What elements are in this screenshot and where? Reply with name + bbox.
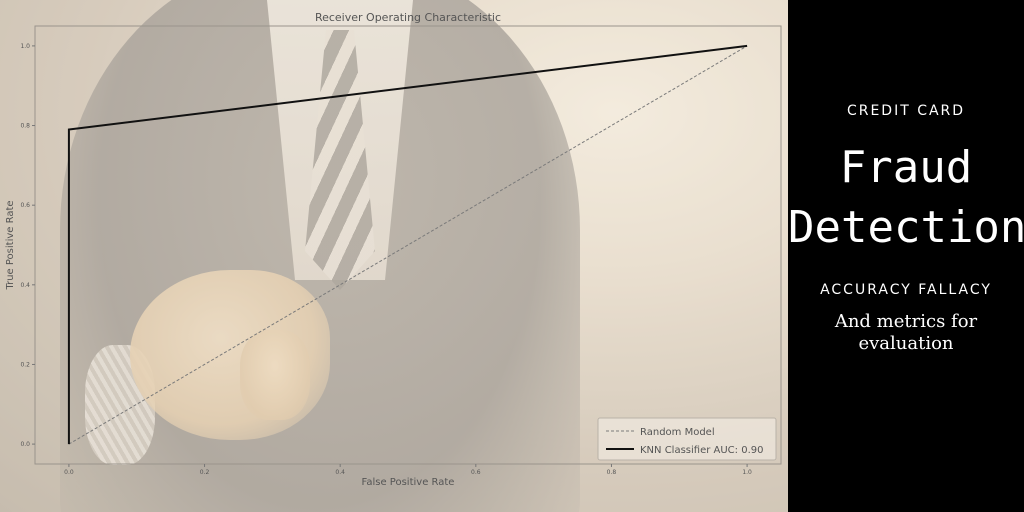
series-line-random-model — [68, 45, 748, 445]
series-line-knn-classifier — [67, 44, 748, 445]
y-tick-label: 1.0 — [20, 43, 30, 50]
x-tick-label: 0.8 — [607, 469, 617, 476]
title-line-2: Detection — [788, 202, 1024, 253]
axis-ticks: 0.0 0.2 0.4 0.6 0.8 1.0 0.0 0.2 0.4 0.6 0.8 1.0 — [20, 43, 752, 476]
roc-chart: Receiver Operating Characteristic False … — [5, 11, 782, 488]
chart-legend: Random Model KNN Classifier AUC: 0.90 — [597, 417, 777, 461]
plot-frame — [34, 25, 782, 465]
kicker-text: CREDIT CARD — [846, 103, 966, 119]
subtitle-line-1: And metrics for — [834, 311, 978, 332]
y-tick-label: 0.2 — [20, 361, 30, 368]
y-tick-label: 0.0 — [20, 441, 30, 448]
title-panel: CREDIT CARD Fraud Detection ACCURACY FAL… — [788, 0, 1024, 512]
y-axis-label: True Positive Rate — [5, 200, 16, 290]
x-tick-label: 0.0 — [64, 469, 74, 476]
background-photo — [0, 0, 788, 512]
pointing-finger-shape — [240, 330, 310, 420]
legend-label-knn: KNN Classifier AUC: 0.90 — [640, 445, 763, 456]
x-tick-label: 0.6 — [471, 469, 481, 476]
subtitle-line-2: evaluation — [858, 333, 954, 354]
y-tick-label: 0.4 — [20, 282, 30, 289]
x-tick-label: 0.2 — [200, 469, 210, 476]
legend-label-random: Random Model — [640, 427, 715, 438]
x-tick-label: 1.0 — [742, 469, 752, 476]
legend-box — [597, 417, 777, 461]
y-tick-label: 0.8 — [20, 123, 30, 130]
chart-title: Receiver Operating Characteristic — [315, 11, 501, 24]
x-axis-label: False Positive Rate — [362, 477, 455, 488]
title-line-1: Fraud — [839, 142, 973, 193]
x-tick-label: 0.4 — [335, 469, 345, 476]
subtitle-caps: ACCURACY FALLACY — [820, 282, 992, 298]
chart-series — [67, 44, 748, 445]
y-tick-label: 0.6 — [20, 202, 30, 209]
